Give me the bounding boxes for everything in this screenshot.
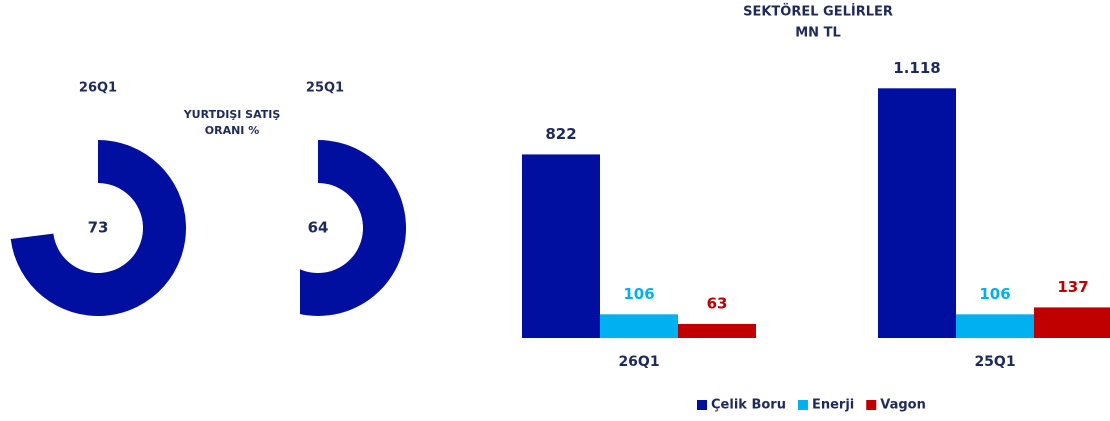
legend-label: Çelik Boru (711, 398, 786, 413)
donut-label: 25Q1 (306, 81, 344, 96)
legend-label: Vagon (880, 398, 926, 413)
bar-value-label: 137 (1057, 278, 1088, 296)
bar (956, 314, 1034, 338)
bar (600, 314, 678, 338)
chart-title: ORANI % (205, 124, 259, 137)
chart-title: SEKTÖREL GELİRLER (743, 4, 893, 20)
bar (522, 154, 600, 338)
donut-arc (300, 140, 407, 316)
chart-title: MN TL (795, 26, 841, 41)
bar-value-label: 63 (707, 294, 728, 312)
donut-value: 64 (308, 219, 329, 237)
donut-clip (300, 140, 407, 316)
bar-value-label: 822 (545, 125, 576, 143)
x-tick-label: 25Q1 (974, 354, 1015, 370)
legend-label: Enerji (812, 398, 854, 413)
donut-arc (10, 140, 186, 316)
bar (1034, 307, 1110, 338)
chart-title: YURTDIŞI SATIŞ (183, 108, 281, 121)
x-tick-label: 26Q1 (618, 354, 659, 370)
legend-swatch (797, 400, 808, 410)
legend-swatch (866, 400, 877, 410)
bar-value-label: 106 (979, 285, 1010, 303)
bar (678, 323, 756, 338)
bar-value-label: 1.118 (893, 59, 940, 77)
bar (878, 88, 956, 339)
donut-value: 73 (88, 219, 109, 237)
donut-label: 26Q1 (79, 81, 117, 96)
bar-value-label: 106 (623, 285, 654, 303)
legend-swatch (697, 400, 707, 410)
